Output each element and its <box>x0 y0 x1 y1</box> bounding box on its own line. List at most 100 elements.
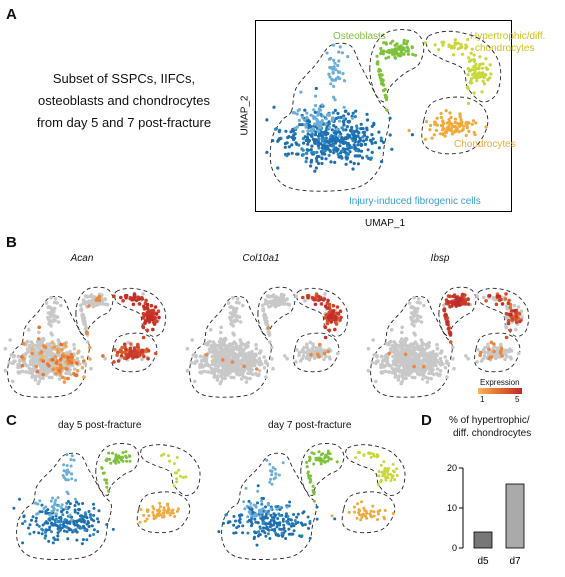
cell-point <box>49 295 53 300</box>
cell-point <box>334 116 338 121</box>
cell-point <box>443 365 448 370</box>
cell-point <box>313 122 317 126</box>
cell-point <box>56 320 61 324</box>
cell-point <box>337 59 341 63</box>
cell-point <box>387 48 391 52</box>
cell-point <box>322 131 326 135</box>
cell-point <box>365 126 369 130</box>
cell-point <box>254 352 258 357</box>
cell-point <box>44 373 48 377</box>
cell-point <box>23 352 27 357</box>
cell-point <box>189 360 194 365</box>
cell-point <box>212 350 216 354</box>
expression-legend-max: 5 <box>515 395 520 404</box>
cell-point <box>12 354 16 359</box>
cell-point <box>75 369 80 373</box>
cell-point <box>219 374 224 379</box>
cell-point <box>270 345 274 350</box>
cell-point <box>388 133 392 137</box>
cell-point <box>287 135 291 139</box>
cell-point <box>351 111 355 115</box>
cell-point <box>313 169 317 173</box>
cell-point <box>93 303 98 307</box>
cell-point <box>351 139 355 143</box>
cell-point <box>324 157 328 161</box>
cell-point <box>334 77 338 81</box>
cell-point <box>30 351 34 356</box>
cell-point <box>229 322 233 326</box>
cell-point <box>342 141 346 145</box>
cell-point <box>37 330 41 335</box>
cell-point <box>16 365 20 370</box>
cell-point <box>94 298 99 302</box>
cell-point <box>309 160 313 164</box>
cell-point <box>21 341 26 346</box>
cell-point <box>239 377 244 381</box>
cell-point <box>443 355 448 359</box>
cell-point <box>273 296 278 300</box>
cell-point <box>432 133 436 137</box>
cell-point <box>313 115 317 120</box>
cell-point <box>97 294 102 299</box>
cell-point <box>322 357 326 362</box>
cell-point <box>327 113 331 117</box>
cell-point <box>400 379 405 384</box>
cell-point <box>220 371 224 376</box>
cell-point <box>300 357 305 361</box>
cell-point <box>410 133 414 137</box>
cell-point <box>153 351 158 356</box>
cell-point <box>91 296 95 300</box>
cell-point <box>44 349 48 354</box>
cell-point <box>377 130 381 134</box>
cell-point <box>146 356 150 361</box>
cell-point <box>155 319 159 324</box>
cell-point <box>56 353 60 358</box>
cell-point <box>431 349 435 354</box>
cell-point <box>359 122 363 126</box>
cell-point <box>257 369 262 373</box>
cell-point <box>244 357 249 361</box>
cell-point <box>312 108 316 112</box>
cluster-outline <box>75 286 114 337</box>
cell-point <box>306 142 310 146</box>
cell-point <box>37 374 42 379</box>
cell-point <box>309 113 313 117</box>
cell-point <box>453 125 458 129</box>
cell-point <box>397 54 401 58</box>
cell-point <box>208 328 213 332</box>
cell-point <box>405 42 409 46</box>
cell-point <box>366 148 370 152</box>
cell-point <box>338 77 342 81</box>
cell-point <box>120 345 124 350</box>
cell-point <box>427 340 432 345</box>
cell-point <box>489 72 493 76</box>
cell-point <box>370 133 374 137</box>
cell-point <box>41 359 46 363</box>
umap-frame <box>255 20 512 212</box>
cell-point <box>469 51 473 55</box>
cell-point <box>26 328 31 332</box>
cluster-outline <box>369 29 425 103</box>
cell-point <box>132 294 137 299</box>
cell-point <box>323 137 327 141</box>
cell-point <box>320 156 324 161</box>
cell-point <box>56 350 60 354</box>
cell-point <box>368 138 372 142</box>
cell-point <box>128 353 133 358</box>
cell-point <box>333 61 337 65</box>
cell-point <box>320 121 324 125</box>
cell-point <box>218 337 223 341</box>
cell-point <box>365 154 369 158</box>
cell-point <box>342 79 347 83</box>
cell-point <box>231 367 235 371</box>
cell-point <box>149 317 153 322</box>
cell-point <box>371 338 376 342</box>
cell-point <box>424 120 429 124</box>
cell-point <box>452 53 456 57</box>
cell-point <box>74 373 79 378</box>
cell-point <box>236 371 240 376</box>
cell-point <box>342 120 346 124</box>
cell-point <box>276 166 280 170</box>
cell-point <box>11 360 16 365</box>
cell-point <box>295 112 299 116</box>
